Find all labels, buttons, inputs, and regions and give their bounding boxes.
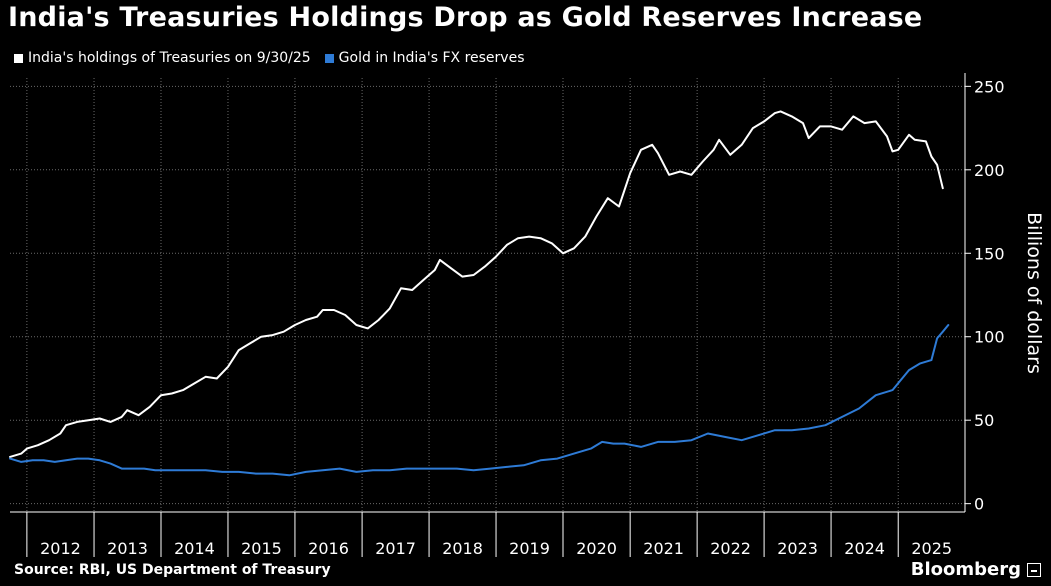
chart-title: India's Treasuries Holdings Drop as Gold… — [8, 2, 923, 33]
legend-swatch-gold — [324, 53, 334, 63]
source-note: Source: RBI, US Department of Treasury — [14, 562, 331, 578]
x-tick-label: 2016 — [308, 539, 349, 558]
x-tick-label: 2025 — [911, 539, 952, 558]
x-tick-label: 2020 — [576, 539, 617, 558]
x-tick-label: 2024 — [844, 539, 885, 558]
x-tick-label: 2018 — [442, 539, 483, 558]
legend-label-treasuries: India's holdings of Treasuries on 9/30/2… — [28, 50, 311, 66]
chart-legend: India's holdings of Treasuries on 9/30/2… — [14, 50, 525, 66]
grid-layer — [10, 78, 965, 512]
series-line-gold — [9, 324, 950, 477]
y-tick-label: 50 — [974, 411, 994, 430]
x-tick-label: 2021 — [643, 539, 684, 558]
y-tick-label: 200 — [974, 161, 1005, 180]
brand-logo-icon — [1027, 562, 1041, 577]
brand: Bloomberg — [911, 559, 1041, 580]
series-line-treasuries — [9, 110, 944, 458]
legend-item-treasuries: India's holdings of Treasuries on 9/30/2… — [14, 50, 311, 66]
x-tick-label: 2012 — [40, 539, 81, 558]
y-tick-label: 150 — [974, 244, 1005, 263]
legend-item-gold: Gold in India's FX reserves — [324, 50, 525, 66]
x-tick-label: 2015 — [241, 539, 282, 558]
axis-layer: 0 50 100 150 200 250 2012 2013 2014 2015 2016 2017 2… — [10, 73, 1005, 558]
brand-name: Bloomberg — [910, 559, 1021, 580]
y-tick-label: 100 — [974, 328, 1005, 347]
y-tick-label: 250 — [974, 77, 1005, 96]
x-tick-label: 2019 — [509, 539, 550, 558]
legend-label-gold: Gold in India's FX reserves — [338, 50, 525, 66]
x-tick-label: 2013 — [107, 539, 148, 558]
y-axis-label: Billions of dollars — [1023, 212, 1045, 374]
y-tick-label: 0 — [974, 495, 984, 514]
x-tick-label: 2017 — [375, 539, 416, 558]
x-tick-label: 2014 — [174, 539, 215, 558]
legend-swatch-treasuries — [14, 53, 23, 63]
series-layer — [9, 110, 950, 477]
x-tick-label: 2022 — [710, 539, 751, 558]
x-tick-label: 2023 — [777, 539, 818, 558]
